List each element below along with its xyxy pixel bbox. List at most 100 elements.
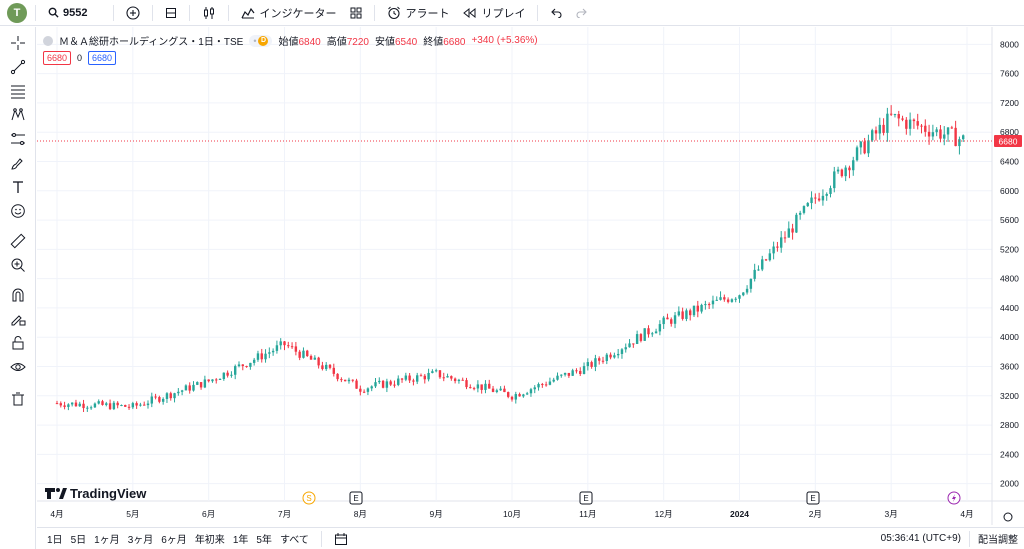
candle-body [188,385,191,391]
range-button[interactable]: 5年 [256,535,272,546]
tv-logo-icon [45,488,55,499]
compare-symbol-button[interactable] [122,2,144,24]
candle-body [905,119,908,129]
calendar-icon [334,532,347,545]
undo-button[interactable] [546,2,566,24]
interval-button[interactable] [161,2,181,24]
candle-body [810,197,813,204]
remove-drawings-tool[interactable] [8,389,28,409]
emoji-tool[interactable] [8,201,28,221]
earnings-event-icon[interactable] [349,491,363,505]
candle-body [397,378,400,385]
range-button[interactable]: 1年 [232,535,249,546]
lock-tool[interactable] [8,333,28,353]
candle-body [586,362,590,367]
candle-body [488,383,491,389]
open-label: 始値 [278,37,299,48]
candle-body [787,228,790,238]
range-button[interactable]: 1日 [47,535,63,546]
high-label: 高値 [326,37,347,48]
candle-body [874,130,878,134]
candle-body [340,379,343,381]
candle-body [761,259,764,270]
candle-body [434,370,438,372]
toolbar-divider [537,4,539,21]
candle-body [252,359,256,363]
candle-body [230,374,233,376]
candle-body [143,404,146,406]
candle-body [472,388,476,390]
earnings-event-icon[interactable] [579,491,593,505]
range-button[interactable]: 1ヶ月 [94,535,120,546]
user-avatar[interactable]: T [7,2,27,23]
y-tick-label: 4400 [1000,303,1019,313]
y-tick-label: 6000 [1000,186,1019,196]
alert-button[interactable]: アラート [383,2,453,24]
candle-body [127,406,131,408]
candle-body [283,341,286,346]
candle-body [450,376,453,379]
layout-button[interactable] [346,2,366,24]
text-tool[interactable] [8,177,28,197]
market-status-pill[interactable]: • D [249,34,273,47]
candle-body [749,278,753,289]
zoom-tool[interactable] [8,255,28,275]
price-chart[interactable]: 2000 2400 2800 3200 3600 4000 4400 4800 5200 5600… [37,27,1024,525]
candle-body [211,379,214,382]
chart-settings-icon[interactable] [1003,512,1013,522]
forecast-tool[interactable] [8,129,28,149]
visibility-tool[interactable] [8,357,28,377]
goto-date-button[interactable] [330,528,352,549]
candle-body [120,405,123,407]
candle-body [290,346,294,348]
candle-body [654,331,658,334]
earnings-event-icon[interactable] [806,491,820,505]
replay-button[interactable]: リプレイ [459,2,529,24]
candle-body [871,130,874,141]
range-button[interactable]: 5日 [70,535,87,546]
range-button[interactable]: すべて [279,535,309,546]
low-value: 6540 [394,37,418,48]
y-tick-label: 2800 [1000,420,1019,430]
candle-body [742,292,745,296]
candle-body [241,364,244,367]
x-tick-label: 2月 [809,509,822,519]
range-button[interactable]: 6ヶ月 [161,535,187,546]
magnet-tool[interactable] [8,285,28,305]
symbol-search-button[interactable]: 9552 [44,2,91,24]
candle-body [821,195,825,201]
low-label: 安値 [374,37,395,48]
candle-body [476,384,480,389]
split-event-icon[interactable] [302,491,316,505]
dividend-adjust-toggle[interactable]: 配当調整 [978,535,1018,546]
open-value: 6840 [298,37,321,48]
trendline-tool[interactable] [8,57,28,77]
chart-pane[interactable]: 2000 2400 2800 3200 3600 4000 4400 4800 5200 5600… [37,27,1024,525]
candle-body [135,403,138,406]
candle-body [116,402,119,406]
toolbar-divider [374,4,376,21]
brush-tool[interactable] [8,153,28,173]
candle-body [704,304,707,306]
redo-button[interactable] [572,2,592,24]
candle-body [753,269,756,279]
bid-price-box[interactable]: 6680 [43,51,72,65]
ask-price-box[interactable]: 6680 [88,51,117,65]
range-button[interactable]: 年初来 [194,535,225,546]
crosshair-tool[interactable] [8,33,28,53]
candle-body [757,269,760,271]
range-button[interactable]: 3ヶ月 [127,535,154,546]
tradingview-logo[interactable]: TradingView [45,486,147,501]
clock-timezone[interactable]: 05:36:41 (UTC+9) [880,533,961,544]
candle-body [192,384,195,391]
ruler-tool[interactable] [8,231,28,251]
indicators-button[interactable]: インジケーター [237,2,340,24]
candle-body [55,403,59,405]
fib-tool[interactable] [8,81,28,101]
lock-drawings-tool[interactable] [8,309,28,329]
candle-body [711,300,715,305]
pattern-tool[interactable] [8,105,28,125]
replay-label: リプレイ [481,7,526,20]
candle-body [700,304,703,312]
chart-type-button[interactable] [198,2,220,24]
